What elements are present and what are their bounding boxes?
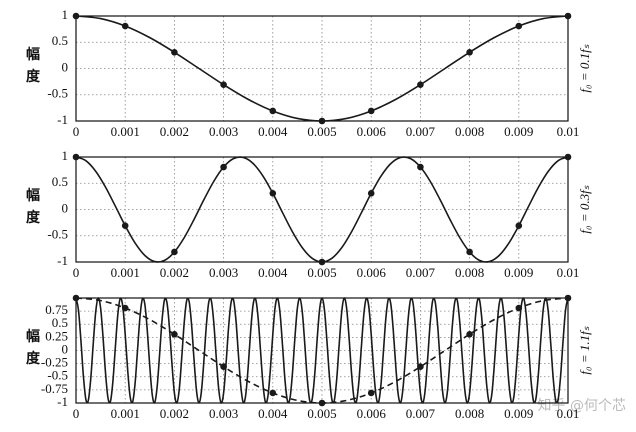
x-tick-label: 0.01 [557,265,580,280]
x-tick-label: 0.005 [307,265,336,280]
side-label: f₀ = 1.1fₛ [577,326,592,374]
side-label: f₀ = 0.1fₛ [577,44,592,92]
x-tick-label: 0.004 [258,265,288,280]
x-tick-label: 0.007 [406,265,436,280]
y-tick-label: 1 [62,7,69,22]
sample-point [515,304,523,312]
y-tick-label: -0.5 [47,86,68,101]
y-tick-label: 0 [62,200,69,215]
x-tick-label: 0.006 [357,124,387,139]
x-tick-label: 0.009 [504,265,533,280]
x-tick-label: 0.01 [557,406,580,421]
x-tick-label: 0.004 [258,406,288,421]
sample-point [269,107,277,115]
y-axis-label: 幅度 [24,46,40,91]
sample-point [171,48,178,56]
x-tick-label: 0.001 [111,406,140,421]
x-tick-label: 0.003 [209,265,238,280]
y-tick-label: 0.5 [52,174,68,189]
x-tick-label: 0.004 [258,124,288,139]
sample-point [417,81,424,89]
sample-point [318,399,326,407]
sample-point [564,153,572,161]
signal-curve [75,297,569,404]
sample-point [466,248,473,256]
y-axis-label: 幅度 [24,187,40,232]
x-tick-label: 0.007 [406,124,436,139]
x-tick-label: 0.005 [307,124,336,139]
x-tick-label: 0 [73,124,80,139]
sample-point [515,22,523,30]
y-tick-label: -0.5 [47,227,68,242]
x-tick-label: 0.01 [557,124,580,139]
sample-point [564,12,572,20]
sample-point [367,389,375,397]
sample-point [318,258,326,266]
x-tick-label: 0.008 [455,124,484,139]
sample-point [72,153,80,161]
sample-point [417,363,424,371]
sample-point [220,81,227,89]
x-tick-label: 0.006 [357,406,387,421]
y-tick-label: -0.25 [41,355,68,370]
y-tick-label: 0.25 [45,328,68,343]
y-tick-label: -0.5 [47,368,68,383]
x-tick-label: 0.001 [111,265,140,280]
y-tick-label: 0 [62,341,69,356]
x-tick-label: 0.006 [357,265,387,280]
side-label: f₀ = 0.3fₛ [577,185,592,233]
y-tick-label: -1 [57,253,68,268]
x-tick-label: 0.009 [504,124,533,139]
y-tick-label: -1 [57,394,68,409]
y-axis-label: 幅度 [24,328,40,373]
sample-point [466,48,473,56]
y-tick-label: 1 [62,148,69,163]
sample-point [220,363,227,371]
sample-point [72,294,80,302]
sample-point [220,163,227,171]
y-tick-label: 0.5 [52,315,68,330]
sample-point [121,22,129,30]
y-tick-label: -1 [57,112,68,127]
x-tick-label: 0.005 [307,406,336,421]
sample-point [121,304,129,312]
sample-point [466,330,473,338]
x-tick-label: 0.008 [455,406,484,421]
x-tick-label: 0.007 [406,406,436,421]
sample-point [417,163,424,171]
x-tick-label: 0.009 [504,406,533,421]
x-tick-label: 0.002 [160,265,189,280]
x-tick-label: 0.001 [111,124,140,139]
x-tick-label: 0.002 [160,406,189,421]
y-tick-label: -0.75 [41,381,68,396]
sample-point [515,222,523,230]
x-tick-label: 0 [73,265,80,280]
x-tick-label: 0.002 [160,124,189,139]
sample-point [318,117,326,125]
sample-point [367,107,375,115]
x-tick-label: 0 [73,406,80,421]
x-tick-label: 0.003 [209,124,238,139]
y-tick-label: 0.5 [52,33,68,48]
sample-point [171,248,178,256]
y-tick-label: 0.75 [45,302,68,317]
sample-point [72,12,80,20]
sample-point [121,222,129,230]
x-tick-label: 0.008 [455,265,484,280]
watermark: 知乎 @何个芯 [538,397,626,414]
x-tick-label: 0.003 [209,406,238,421]
sample-point [564,294,572,302]
y-tick-label: 0 [62,59,69,74]
sample-point [367,189,375,197]
sample-point [269,189,277,197]
sample-point [171,330,178,338]
sample-point [269,389,277,397]
